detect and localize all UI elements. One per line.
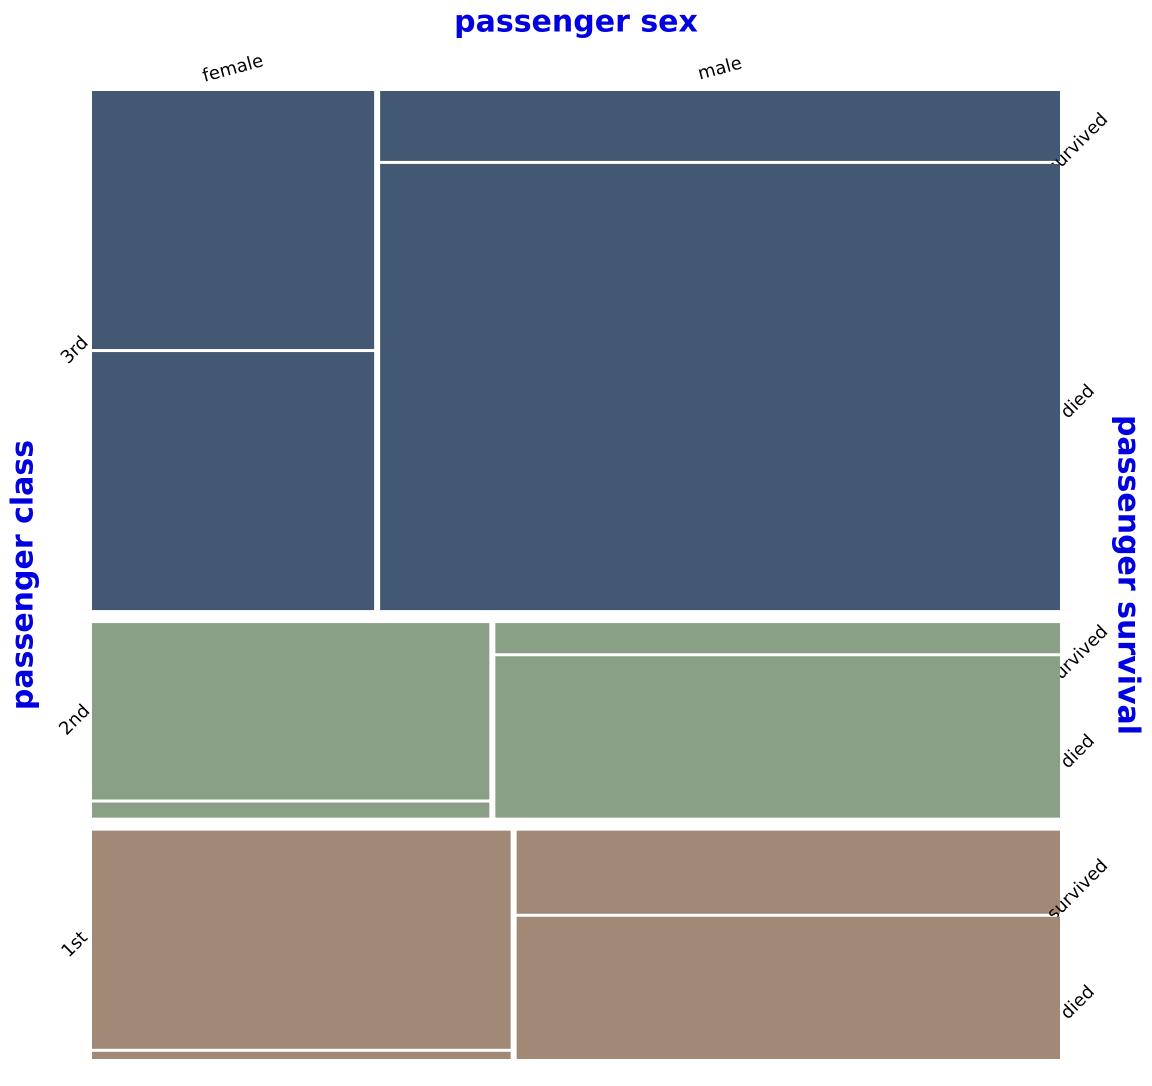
row-label: 1st (57, 927, 92, 962)
mosaic-tile (495, 656, 1060, 818)
level-label: died (1056, 380, 1098, 422)
chart-title: passenger sex (454, 5, 698, 40)
mosaic-tile (92, 830, 511, 1049)
mosaic-tile (380, 91, 1061, 161)
row-label: 2nd (55, 700, 94, 739)
column-label: male (696, 53, 745, 85)
mosaic-tile (516, 916, 1060, 1059)
mosaic-tile (495, 623, 1060, 654)
level-label: died (1056, 981, 1098, 1023)
mosaic-tile (92, 802, 490, 818)
mosaic-tile (92, 1051, 511, 1059)
mosaic-tile (380, 163, 1061, 611)
y-axis-label: passenger class (6, 440, 41, 710)
mosaic-tile (92, 623, 490, 800)
column-label: female (200, 50, 265, 86)
y2-axis-label: passenger survival (1111, 415, 1146, 735)
mosaic-tile (92, 91, 375, 350)
level-label: died (1056, 730, 1098, 772)
mosaic-tile (516, 830, 1060, 914)
mosaic-tile (92, 352, 375, 611)
row-label: 3rd (57, 332, 93, 368)
